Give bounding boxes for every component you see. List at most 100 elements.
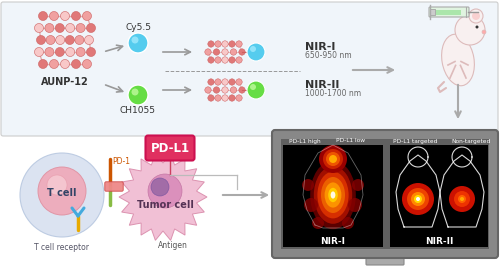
FancyBboxPatch shape — [272, 130, 498, 258]
Text: T cell receptor: T cell receptor — [34, 242, 90, 252]
Text: Antigen: Antigen — [158, 241, 188, 249]
Text: 650-950 nm: 650-950 nm — [305, 50, 352, 60]
Circle shape — [60, 11, 70, 21]
Circle shape — [323, 149, 343, 169]
Text: Cy5.5: Cy5.5 — [125, 23, 151, 32]
Circle shape — [50, 60, 58, 69]
Text: NIR-I: NIR-I — [320, 238, 345, 246]
Circle shape — [151, 178, 169, 196]
FancyBboxPatch shape — [146, 135, 194, 160]
Bar — [283, 145, 383, 247]
Circle shape — [214, 87, 220, 93]
Circle shape — [229, 57, 235, 63]
Circle shape — [329, 155, 337, 163]
Circle shape — [236, 95, 242, 101]
Circle shape — [229, 95, 235, 101]
Text: CH1055: CH1055 — [120, 106, 156, 115]
Ellipse shape — [314, 166, 352, 224]
Circle shape — [132, 37, 138, 44]
Circle shape — [56, 36, 64, 45]
Circle shape — [236, 79, 242, 85]
Circle shape — [34, 23, 43, 33]
Circle shape — [75, 36, 84, 45]
Circle shape — [205, 87, 211, 93]
FancyBboxPatch shape — [1, 2, 498, 136]
Circle shape — [215, 95, 221, 101]
Circle shape — [458, 195, 466, 203]
Circle shape — [222, 87, 228, 93]
Circle shape — [416, 197, 420, 201]
Circle shape — [214, 49, 220, 55]
Circle shape — [20, 153, 104, 237]
Circle shape — [348, 198, 362, 212]
Text: PD-L1: PD-L1 — [150, 142, 190, 155]
Circle shape — [72, 60, 80, 69]
Circle shape — [312, 217, 324, 229]
Circle shape — [132, 88, 138, 96]
Circle shape — [86, 48, 96, 57]
Circle shape — [56, 23, 64, 33]
Circle shape — [46, 36, 55, 45]
Circle shape — [82, 11, 92, 21]
Circle shape — [236, 57, 242, 63]
Circle shape — [247, 81, 265, 99]
Circle shape — [230, 87, 236, 93]
Ellipse shape — [328, 188, 338, 202]
Circle shape — [56, 48, 64, 57]
FancyBboxPatch shape — [429, 7, 469, 17]
Circle shape — [82, 60, 92, 69]
Circle shape — [215, 57, 221, 63]
Polygon shape — [119, 154, 207, 240]
Circle shape — [247, 43, 265, 61]
Circle shape — [76, 48, 85, 57]
Circle shape — [229, 41, 235, 47]
Circle shape — [304, 198, 318, 212]
Circle shape — [205, 49, 211, 55]
Circle shape — [342, 217, 354, 229]
Circle shape — [38, 60, 48, 69]
Circle shape — [72, 11, 80, 21]
Circle shape — [45, 48, 54, 57]
Circle shape — [222, 49, 228, 55]
Circle shape — [215, 79, 221, 85]
Circle shape — [449, 186, 475, 212]
Text: PD-L1 targeted: PD-L1 targeted — [393, 139, 437, 143]
Text: NIR-II: NIR-II — [305, 80, 340, 90]
Circle shape — [86, 23, 96, 33]
Circle shape — [222, 95, 228, 101]
Circle shape — [60, 60, 70, 69]
Ellipse shape — [324, 182, 342, 208]
Text: PD-L1 low: PD-L1 low — [336, 139, 364, 143]
Circle shape — [454, 191, 470, 207]
Circle shape — [414, 195, 422, 203]
Text: AUNP-12: AUNP-12 — [41, 77, 89, 87]
Ellipse shape — [321, 177, 345, 213]
Bar — [390, 145, 488, 247]
Circle shape — [36, 36, 46, 45]
Circle shape — [148, 174, 182, 208]
Text: T cell: T cell — [47, 188, 77, 198]
Circle shape — [455, 15, 485, 45]
FancyBboxPatch shape — [436, 10, 461, 14]
Circle shape — [47, 175, 67, 195]
Text: 1000-1700 nm: 1000-1700 nm — [305, 88, 361, 97]
Circle shape — [469, 9, 483, 23]
Circle shape — [208, 41, 214, 47]
Circle shape — [66, 23, 74, 33]
Text: NIR-I: NIR-I — [305, 42, 336, 52]
FancyBboxPatch shape — [281, 139, 489, 249]
Circle shape — [38, 11, 48, 21]
Circle shape — [84, 36, 94, 45]
Circle shape — [208, 57, 214, 63]
Circle shape — [208, 95, 214, 101]
Ellipse shape — [318, 172, 348, 218]
Circle shape — [250, 46, 256, 52]
Text: NIR-II: NIR-II — [425, 238, 453, 246]
Circle shape — [76, 23, 85, 33]
Circle shape — [38, 167, 86, 215]
Circle shape — [407, 188, 429, 210]
Circle shape — [239, 87, 245, 93]
Circle shape — [208, 79, 214, 85]
Circle shape — [45, 23, 54, 33]
Circle shape — [250, 84, 256, 90]
